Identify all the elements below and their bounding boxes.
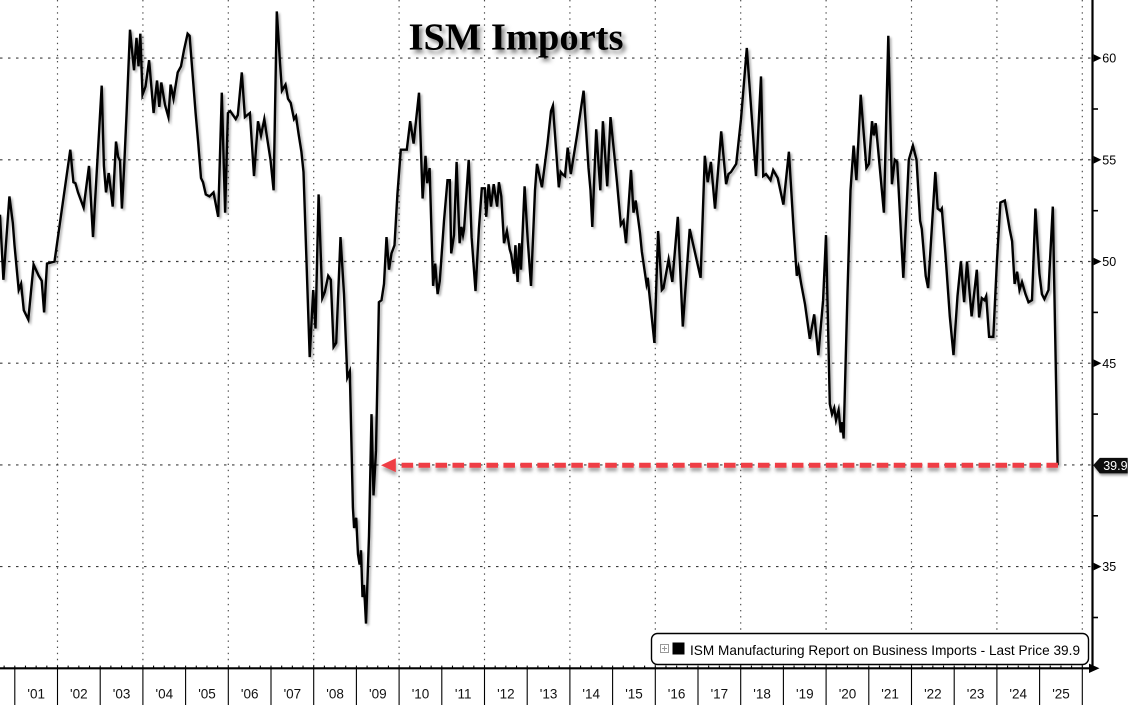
svg-text:39.9: 39.9 (1103, 459, 1127, 473)
svg-text:'23: '23 (967, 687, 985, 702)
svg-text:'25: '25 (1052, 687, 1070, 702)
svg-text:'19: '19 (796, 687, 814, 702)
svg-text:'14: '14 (582, 687, 600, 702)
svg-text:'08: '08 (326, 687, 344, 702)
svg-text:'05: '05 (198, 687, 216, 702)
svg-text:'21: '21 (881, 687, 899, 702)
svg-text:'11: '11 (455, 687, 472, 702)
svg-text:'03: '03 (113, 687, 131, 702)
svg-text:'18: '18 (753, 687, 771, 702)
svg-text:'01: '01 (27, 687, 45, 702)
svg-text:'07: '07 (284, 687, 302, 702)
svg-text:'22: '22 (924, 687, 942, 702)
svg-text:'04: '04 (156, 687, 174, 702)
svg-text:'15: '15 (625, 687, 643, 702)
svg-text:'16: '16 (668, 687, 686, 702)
svg-text:60: 60 (1102, 52, 1116, 66)
svg-text:'02: '02 (70, 687, 88, 702)
svg-text:'06: '06 (241, 687, 259, 702)
svg-text:'10: '10 (412, 687, 430, 702)
svg-text:'24: '24 (1009, 687, 1027, 702)
svg-text:45: 45 (1102, 357, 1116, 371)
svg-text:ISM Manufacturing Report on Bu: ISM Manufacturing Report on Business Imp… (690, 643, 1080, 658)
svg-text:55: 55 (1102, 153, 1116, 167)
svg-text:'09: '09 (369, 687, 387, 702)
svg-text:50: 50 (1102, 255, 1116, 269)
svg-text:'12: '12 (497, 687, 515, 702)
svg-text:35: 35 (1102, 560, 1116, 574)
svg-text:ISM Imports: ISM Imports (409, 17, 624, 59)
svg-text:'20: '20 (839, 687, 857, 702)
svg-text:'13: '13 (540, 687, 558, 702)
svg-text:'17: '17 (711, 687, 729, 702)
